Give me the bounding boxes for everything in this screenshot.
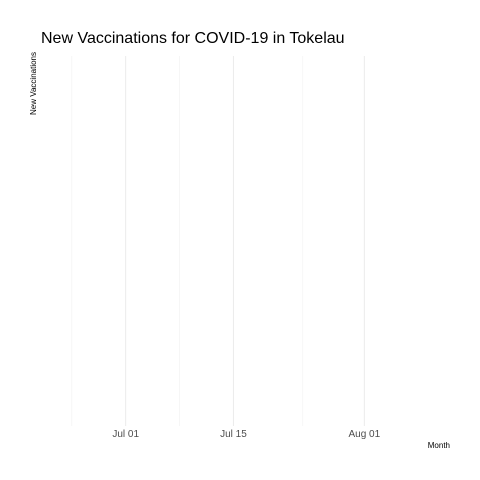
y-axis-title: New Vaccinations bbox=[29, 52, 38, 115]
x-tick-labels: Jul 01 Jul 15 Aug 01 bbox=[112, 429, 380, 440]
x-tick-label-1: Jul 15 bbox=[220, 429, 247, 440]
x-tick-label-0: Jul 01 bbox=[112, 429, 139, 440]
minor-gridlines bbox=[71, 56, 304, 426]
chart-title: New Vaccinations for COVID-19 in Tokelau bbox=[41, 30, 345, 47]
x-axis-title: Month bbox=[428, 441, 450, 450]
x-tick-label-2: Aug 01 bbox=[348, 429, 380, 440]
major-gridlines bbox=[125, 56, 365, 426]
